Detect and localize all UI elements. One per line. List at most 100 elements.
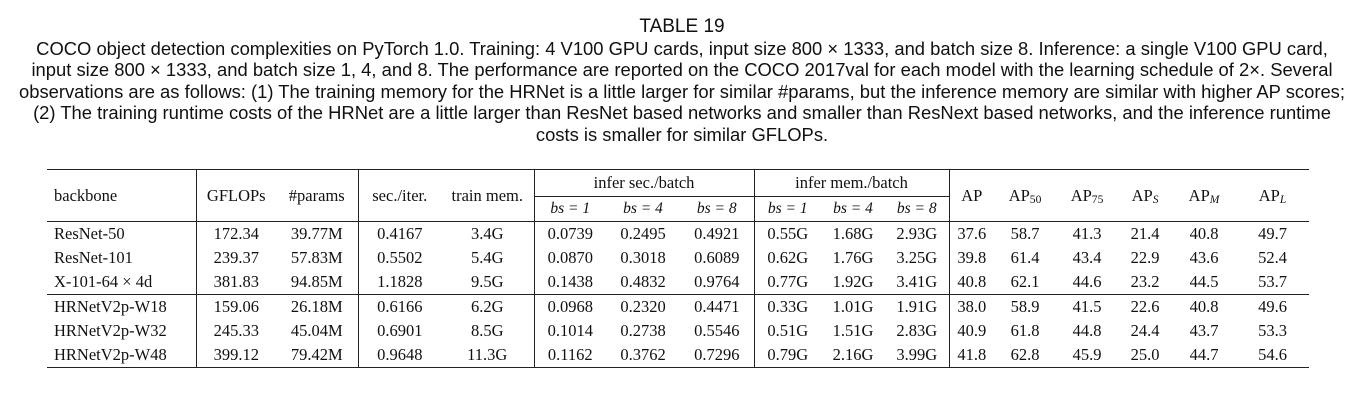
header-backbone: backbone (47, 169, 196, 222)
table-cell: 25.0 (1118, 343, 1173, 368)
table-cell: 62.8 (994, 343, 1057, 368)
table-cell: 0.0968 (533, 294, 606, 319)
table-cell: 0.0739 (533, 221, 606, 246)
header-params: #params (276, 169, 358, 222)
table-cell: 0.4832 (620, 272, 666, 291)
table-cell: 11.3G (441, 343, 534, 368)
table-cell: 159.06 (195, 294, 276, 319)
header-infer-sec: infer sec./batch (533, 169, 754, 197)
table-cell: 43.6 (1189, 248, 1219, 267)
table-cell: 0.2495 (620, 224, 666, 243)
header-gflops: GFLOPs (195, 169, 276, 222)
table-cell: 0.6901 (357, 319, 441, 343)
table-cell: 2.16G (821, 343, 885, 368)
header-infer-mem-bs4: bs = 4 (821, 196, 885, 222)
header-infer-mem: infer mem./batch (753, 169, 950, 197)
table-cell: 1.01G (821, 294, 885, 319)
header-train-mem: train mem. (441, 169, 534, 222)
header-infer-sec-bs4: bs = 4 (606, 196, 680, 222)
backbone-cell: HRNetV2p-W48 (47, 343, 196, 368)
table-cell: 3.99G (885, 343, 950, 368)
table-cell: 41.8 (948, 343, 995, 368)
backbone-cell: HRNetV2p-W18 (47, 294, 196, 319)
table-cell: 245.33 (195, 319, 276, 343)
table-cell: 24.4 (1130, 321, 1160, 340)
table-cell: 3.41G (896, 272, 938, 291)
table-cell: 0.9764 (694, 272, 740, 291)
table-cell: 43.4 (1072, 248, 1102, 267)
table-cell: 0.1014 (533, 319, 606, 343)
table-cell: 0.4471 (680, 294, 754, 319)
table-cell: 58.9 (994, 294, 1057, 319)
caption-text: COCO object detection complexities on Py… (18, 37, 1345, 145)
table-cell: 0.9648 (357, 343, 441, 368)
table-cell: 21.4 (1130, 224, 1160, 243)
header-aps: APS (1118, 169, 1173, 222)
backbone-cell: ResNet-50 (54, 224, 125, 243)
table-cell: 0.7296 (680, 343, 754, 368)
table-cell: 1.68G (832, 224, 874, 243)
table-cell: 1.1828 (357, 270, 441, 295)
table-cell: 53.7 (1258, 272, 1287, 291)
backbone-cell: HRNetV2p-W32 (54, 321, 167, 340)
table-cell: 62.1 (1010, 272, 1040, 291)
table-cell: 0.2320 (606, 294, 680, 319)
table-cell: 41.3 (1072, 224, 1102, 243)
table-cell: 61.8 (1010, 321, 1040, 340)
table-cell: 61.4 (1010, 248, 1040, 267)
header-apl: APL (1236, 169, 1310, 222)
table-cell: 1.91G (885, 294, 950, 319)
table-cell: 0.51G (753, 319, 821, 343)
table-cell: 2.83G (896, 321, 938, 340)
table-cell: 58.7 (1010, 224, 1040, 243)
table-body: ResNet-50 172.34 39.77M 0.4167 3.4G 0.0739 0.2… (47, 221, 1310, 368)
backbone-cell: X-101-64 × 4d (54, 272, 153, 291)
header-infer-sec-bs8: bs = 8 (680, 196, 754, 222)
table-cell: 381.83 (195, 270, 276, 295)
table-cell: 0.4167 (357, 221, 441, 246)
header-ap75: AP75 (1056, 169, 1119, 222)
table-cell: 22.6 (1118, 294, 1173, 319)
table-cell: 0.79G (753, 343, 821, 368)
table-cell: 44.6 (1072, 272, 1102, 291)
table-row: X-101-64 × 4d 381.83 94.85M 1.1828 9.5G 0.143… (47, 270, 1309, 295)
table-cell: 0.1162 (533, 343, 606, 368)
table-cell: 40.9 (948, 319, 995, 343)
complexity-table: backbone GFLOPs #params sec./iter. train… (47, 169, 1310, 368)
table-cell: 2.93G (896, 224, 938, 243)
table-cell: 0.6166 (357, 294, 441, 319)
table-cell: 26.18M (276, 294, 358, 319)
table-cell: 40.8 (948, 270, 995, 295)
table-row: HRNetV2p-W32 245.33 45.04M 0.6901 8.5G 0.1014… (47, 319, 1309, 343)
table-cell: 45.9 (1056, 343, 1119, 368)
table-cell: 0.77G (753, 270, 821, 295)
table-cell: 45.04M (290, 321, 343, 340)
header-sec-iter: sec./iter. (357, 169, 441, 222)
table-cell: 38.0 (948, 294, 995, 319)
table-cell: 44.7 (1172, 343, 1237, 368)
table-cell: 57.83M (290, 248, 343, 267)
table-cell: 40.8 (1189, 224, 1219, 243)
table-cell: 0.3762 (606, 343, 680, 368)
table-cell: 0.33G (753, 294, 821, 319)
table-cell: 53.3 (1258, 321, 1287, 340)
table-cell: 40.8 (1172, 294, 1237, 319)
table-cell: 0.4921 (694, 224, 740, 243)
table-cell: 52.4 (1258, 248, 1287, 267)
table-cell: 0.62G (753, 246, 821, 270)
table-cell: 49.7 (1258, 224, 1287, 243)
table-cell: 0.6089 (694, 248, 740, 267)
header-ap: AP (948, 169, 995, 222)
header-infer-mem-bs1: bs = 1 (753, 196, 821, 222)
table-cell: 0.55G (753, 221, 821, 246)
table-cell: 3.4G (470, 224, 504, 243)
header-apm: APM (1172, 169, 1237, 222)
table-row: HRNetV2p-W18 159.06 26.18M 0.6166 6.2G 0.0968… (47, 294, 1310, 319)
table-row: ResNet-50 172.34 39.77M 0.4167 3.4G 0.0739 0.2… (47, 221, 1309, 246)
table-header: backbone GFLOPs #params sec./iter. train… (47, 169, 1310, 222)
table-cell: 0.3018 (620, 248, 666, 267)
table-cell: 1.51G (832, 321, 874, 340)
table-cell: 44.5 (1189, 272, 1219, 291)
header-infer-mem-bs8: bs = 8 (885, 196, 950, 222)
